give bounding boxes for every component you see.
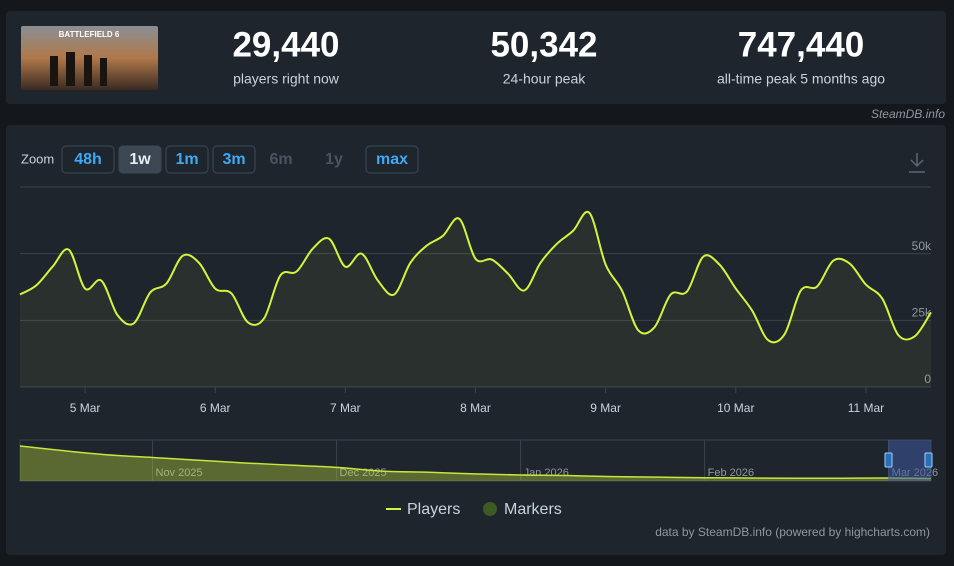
stat-value: 29,440 xyxy=(232,25,339,64)
download-icon[interactable] xyxy=(909,153,925,173)
stat-label: 24-hour peak xyxy=(503,71,587,87)
zoom-button-label: 3m xyxy=(222,151,245,168)
stats-panel xyxy=(6,11,946,104)
zoom-button-label: max xyxy=(376,151,408,168)
navigator-handle[interactable] xyxy=(924,452,933,468)
stat-label: all-time peak 5 months ago xyxy=(717,71,885,87)
zoom-button-label: 6m xyxy=(269,151,292,168)
x-tick-label: 5 Mar xyxy=(70,401,101,415)
zoom-button-label: 1w xyxy=(129,151,151,168)
zoom-button: 1y xyxy=(325,151,343,168)
image-figures xyxy=(50,52,107,86)
series-line xyxy=(19,210,932,344)
x-tick-label: Nov 2025 xyxy=(156,467,203,479)
zoom-button[interactable]: 48h xyxy=(61,145,115,174)
x-tick-label: 11 Mar xyxy=(848,401,884,415)
zoom-button-label: 1m xyxy=(175,151,198,168)
zoom-button[interactable]: 1m xyxy=(165,145,209,174)
zoom-button-label: 48h xyxy=(74,151,102,168)
zoom-button[interactable]: 1w xyxy=(118,145,162,174)
x-tick-label: 8 Mar xyxy=(460,401,491,415)
source-link[interactable]: SteamDB.info xyxy=(871,107,945,121)
stat-value: 747,440 xyxy=(738,25,865,64)
legend-marker xyxy=(483,502,497,516)
image-title: BATTLEFIELD 6 xyxy=(59,30,120,39)
zoom-button: 6m xyxy=(269,151,292,168)
zoom-button-label: 1y xyxy=(325,151,343,168)
zoom-button-bg xyxy=(212,145,256,174)
zoom-label: Zoom xyxy=(21,151,54,166)
navigator-handle[interactable] xyxy=(884,452,893,468)
credits: data by SteamDB.info (powered by highcha… xyxy=(655,525,930,539)
series-line xyxy=(19,445,932,480)
y-tick-label: 0 xyxy=(924,372,931,386)
zoom-button-bg xyxy=(118,145,162,174)
legend-item[interactable]: Markers xyxy=(483,501,562,518)
legend-item[interactable]: Players xyxy=(386,501,460,518)
navigator-selection xyxy=(888,440,931,481)
stat-value: 50,342 xyxy=(490,25,597,64)
x-tick-label: 7 Mar xyxy=(330,401,361,415)
legend-label: Markers xyxy=(504,501,562,518)
chart-panel xyxy=(6,125,946,555)
zoom-button[interactable]: max xyxy=(365,145,419,174)
y-tick-label: 50k xyxy=(912,239,932,253)
y-tick-label: 25k xyxy=(912,306,932,320)
zoom-button-bg xyxy=(165,145,209,174)
x-tick-label: 10 Mar xyxy=(717,401,754,415)
stat-label: players right now xyxy=(233,71,340,87)
legend-label: Players xyxy=(407,501,460,518)
zoom-button-bg xyxy=(365,145,419,174)
zoom-button-bg xyxy=(61,145,115,174)
x-tick-label: 9 Mar xyxy=(590,401,621,415)
x-tick-label: Feb 2026 xyxy=(708,467,754,479)
x-tick-label: 6 Mar xyxy=(200,401,231,415)
zoom-button[interactable]: 3m xyxy=(212,145,256,174)
legend: Players Markers xyxy=(386,501,562,518)
series-area xyxy=(20,211,931,387)
series-area xyxy=(20,446,931,481)
